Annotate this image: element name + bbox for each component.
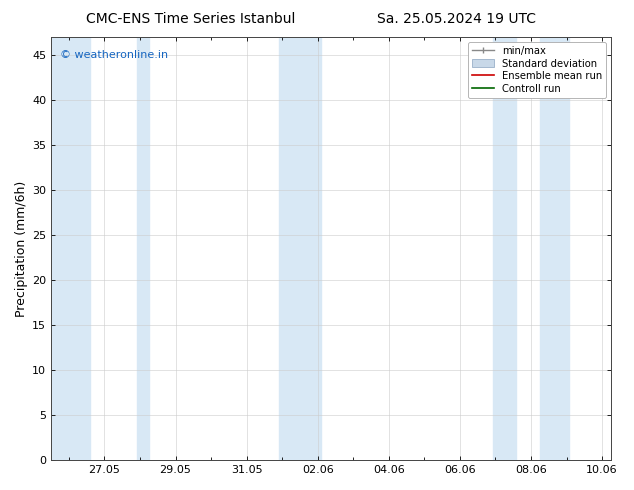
Bar: [51, 37, 89, 460]
Bar: [493, 37, 516, 460]
Y-axis label: Precipitation (mm/6h): Precipitation (mm/6h): [15, 180, 28, 317]
Text: © weatheronline.in: © weatheronline.in: [60, 50, 167, 60]
Text: CMC-ENS Time Series Istanbul: CMC-ENS Time Series Istanbul: [86, 12, 295, 26]
Legend: min/max, Standard deviation, Ensemble mean run, Controll run: min/max, Standard deviation, Ensemble me…: [468, 42, 606, 98]
Bar: [540, 37, 569, 460]
Bar: [280, 37, 321, 460]
Bar: [137, 37, 149, 460]
Text: Sa. 25.05.2024 19 UTC: Sa. 25.05.2024 19 UTC: [377, 12, 536, 26]
